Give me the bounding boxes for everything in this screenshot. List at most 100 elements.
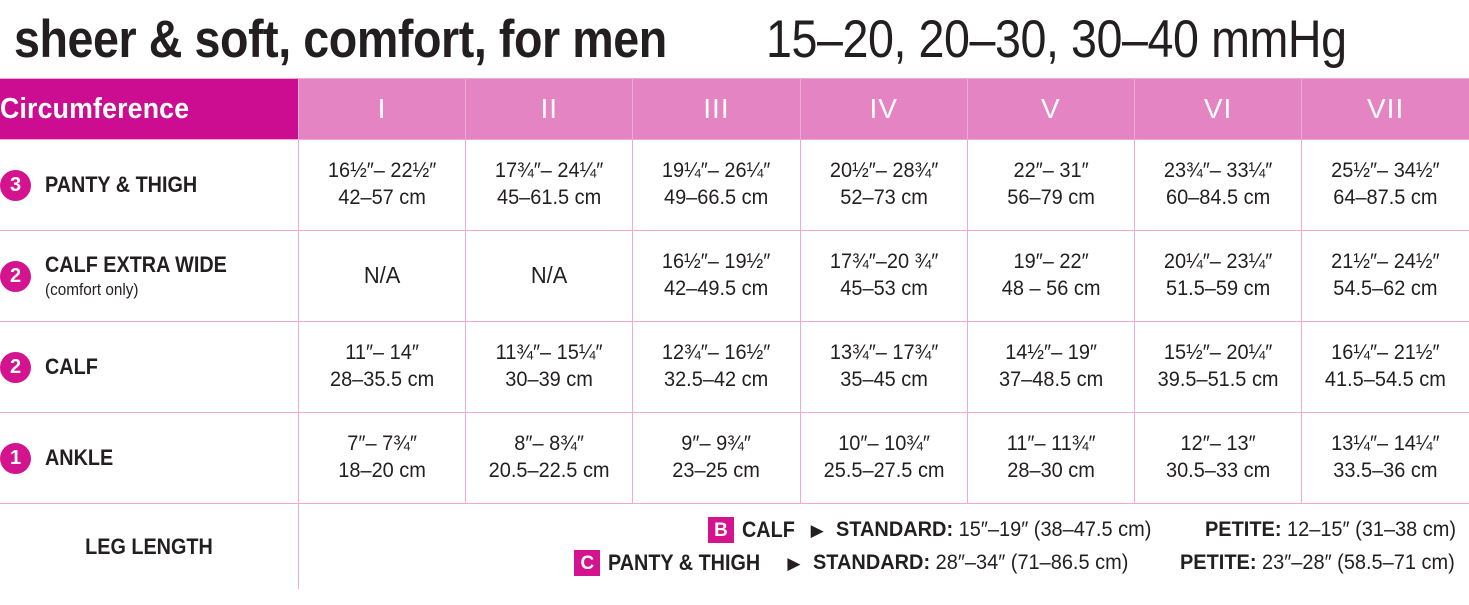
measurement-cell: 12¾″– 16½″ 32.5–42 cm [632, 321, 801, 413]
cell-cm: 42–57 cm [338, 186, 426, 209]
cell-cm: 60–84.5 cm [1165, 186, 1271, 209]
leg-length-list: B CALF ▶ STANDARD: 15″–19″ (38–47.5 cm) … [299, 517, 1469, 576]
cell-cm: 56–79 cm [1007, 186, 1095, 209]
table-row: 2 CALF 11″– 14″ 28–35.5 cm 11¾″– 15¼″ 30–39 c… [0, 321, 1469, 413]
cell-cm: 41.5–54.5 cm [1325, 368, 1447, 391]
cell-inches: 19″– 22″ [1013, 250, 1089, 274]
measurement-cell: 25½″– 34½″ 64–87.5 cm [1301, 139, 1469, 231]
measurement-cell: N/A [297, 230, 467, 322]
table-row: 3 PANTY & THIGH 16½″– 22½″ 42–57 cm 17¾″– 24… [0, 139, 1469, 231]
cell-cm: 51.5–59 cm [1165, 277, 1271, 300]
cell-cm: 37–48.5 cm [998, 368, 1104, 391]
calf-petite: PETITE: 12–15″ (31–38 cm) [1204, 518, 1456, 541]
cell-cm: 54.5–62 cm [1333, 277, 1438, 300]
header-size-5: V [966, 78, 1136, 140]
header-size-6: VI [1133, 78, 1303, 140]
cell-cm: 45–53 cm [839, 277, 928, 300]
leg-length-label-cell: LEG LENGTH [0, 503, 299, 589]
leg-length-entry-panty-thigh: C PANTY & THIGH ▶ STANDARD: 28″–34″ (71–… [315, 550, 1469, 576]
cell-cm: 35–45 cm [839, 368, 928, 391]
arrow-right-icon-2: ▶ [787, 553, 801, 573]
row-label: CALF EXTRA WIDE [45, 252, 227, 277]
cell-inches: 23¾″– 33¼″ [1163, 159, 1273, 183]
measurement-cell: 23¾″– 33¼″ 60–84.5 cm [1133, 139, 1303, 231]
badge-c-icon: C [574, 550, 601, 576]
cell-inches: 17¾″– 24¼″ [495, 159, 604, 183]
row-label-cell-2: 2 CALF [0, 321, 299, 413]
measurement-cell: 22″– 31″ 56–79 cm [966, 139, 1136, 231]
leg-length-category-panty-thigh: PANTY & THIGH [608, 550, 761, 575]
badge-number-icon: 2 [0, 260, 31, 292]
measurement-cell: 16½″– 22½″ 42–57 cm [297, 139, 467, 231]
measurement-cell: 8″– 8¾″ 20.5–22.5 cm [465, 412, 634, 504]
measurement-cell: 9″– 9¾″ 23–25 cm [632, 412, 801, 504]
badge-number-icon: 2 [0, 351, 31, 383]
leg-length-category-calf: CALF [741, 517, 795, 542]
cell-inches: 12″– 13″ [1180, 432, 1256, 456]
row-label-sub: (comfort only) [45, 280, 139, 299]
header-size-7: VII [1301, 78, 1469, 140]
cell-cm: 25.5–27.5 cm [823, 459, 945, 482]
cell-inches: 17¾″–20 ¾″ [829, 250, 938, 274]
row-label: CALF [45, 354, 98, 379]
measurement-cell: 11¾″– 15¼″ 30–39 cm [465, 321, 634, 413]
row-label: PANTY & THIGH [45, 172, 198, 197]
cell-value: N/A [531, 262, 568, 289]
cell-cm: 49–66.5 cm [664, 186, 769, 209]
leg-length-row: LEG LENGTH B CALF ▶ STANDARD: 15″–19″ (3… [0, 503, 1469, 589]
cell-inches: 13¾″– 17¾″ [829, 341, 938, 365]
measurement-cell: 17¾″–20 ¾″ 45–53 cm [799, 230, 968, 322]
cell-inches: 20½″– 28¾″ [829, 159, 938, 183]
leg-length-label: LEG LENGTH [85, 533, 213, 559]
cell-inches: 21½″– 24½″ [1331, 250, 1440, 274]
cell-cm: 28–30 cm [1007, 459, 1095, 482]
measurement-cell: 20½″– 28¾″ 52–73 cm [799, 139, 968, 231]
header-size-3: III [632, 78, 801, 140]
header-size-2: II [465, 78, 634, 140]
size-chart-table: Circumference I II III IV V VI VII 3 PANT… [0, 78, 1469, 589]
cell-inches: 16¼″– 21½″ [1331, 341, 1440, 365]
table-row: 1 ANKLE 7″– 7¾″ 18–20 cm 8″– 8¾″ 20.5–22.5 cm… [0, 412, 1469, 504]
header-circumference: Circumference [0, 78, 299, 140]
cell-cm: 48 – 56 cm [1001, 277, 1101, 300]
cell-inches: 20¼″– 23¼″ [1163, 250, 1273, 274]
cell-value: N/A [363, 262, 401, 289]
leg-length-entry-calf: B CALF ▶ STANDARD: 15″–19″ (38–47.5 cm) … [315, 517, 1469, 543]
cell-inches: 8″– 8¾″ [514, 432, 585, 456]
measurement-cell: 13¼″– 14¼″ 33.5–36 cm [1301, 412, 1469, 504]
cell-inches: 7″– 7¾″ [347, 432, 417, 456]
cell-cm: 64–87.5 cm [1333, 186, 1438, 209]
measurement-cell: 19¼″– 26¼″ 49–66.5 cm [632, 139, 801, 231]
cell-cm: 18–20 cm [338, 459, 426, 482]
measurement-cell: 12″– 13″ 30.5–33 cm [1133, 412, 1303, 504]
cell-inches: 16½″– 19½″ [662, 250, 771, 274]
row-label-cell-1: 2 CALF EXTRA WIDE (comfort only) [0, 230, 299, 322]
table-body: 3 PANTY & THIGH 16½″– 22½″ 42–57 cm 17¾″– 24… [0, 139, 1469, 504]
cell-inches: 13¼″– 14¼″ [1331, 432, 1440, 456]
leg-length-content: B CALF ▶ STANDARD: 15″–19″ (38–47.5 cm) … [297, 503, 1469, 589]
row-label-cell-3: 1 ANKLE [0, 412, 299, 504]
cell-cm: 30–39 cm [505, 368, 594, 391]
arrow-right-icon: ▶ [810, 520, 824, 540]
cell-cm: 30.5–33 cm [1165, 459, 1271, 482]
page-title-strong: sheer & soft, comfort, for men [14, 9, 667, 69]
cell-inches: 25½″– 34½″ [1331, 159, 1440, 183]
measurement-cell: 10″– 10¾″ 25.5–27.5 cm [799, 412, 968, 504]
cell-cm: 39.5–51.5 cm [1157, 368, 1279, 391]
measurement-cell: 19″– 22″ 48 – 56 cm [966, 230, 1136, 322]
panty-thigh-standard: STANDARD: 28″–34″ (71–86.5 cm) [812, 551, 1128, 574]
badge-number-icon: 1 [0, 442, 31, 474]
cell-inches: 19¼″– 26¼″ [662, 159, 771, 183]
measurement-cell: 20¼″– 23¼″ 51.5–59 cm [1133, 230, 1303, 322]
cell-cm: 45–61.5 cm [497, 186, 602, 209]
cell-inches: 12¾″– 16½″ [662, 341, 771, 365]
row-label: ANKLE [45, 445, 114, 470]
measurement-cell: 14½″– 19″ 37–48.5 cm [966, 321, 1136, 413]
measurement-cell: 16½″– 19½″ 42–49.5 cm [632, 230, 801, 322]
table-row: 2 CALF EXTRA WIDE (comfort only) N/A N/A 16½″… [0, 230, 1469, 322]
table-header-row: Circumference I II III IV V VI VII [0, 78, 1469, 140]
badge-number-icon: 3 [0, 169, 31, 201]
cell-cm: 20.5–22.5 cm [488, 459, 610, 482]
page-title: sheer & soft, comfort, for men 15–20, 20–… [0, 0, 1469, 78]
cell-inches: 16½″– 22½″ [327, 159, 437, 183]
